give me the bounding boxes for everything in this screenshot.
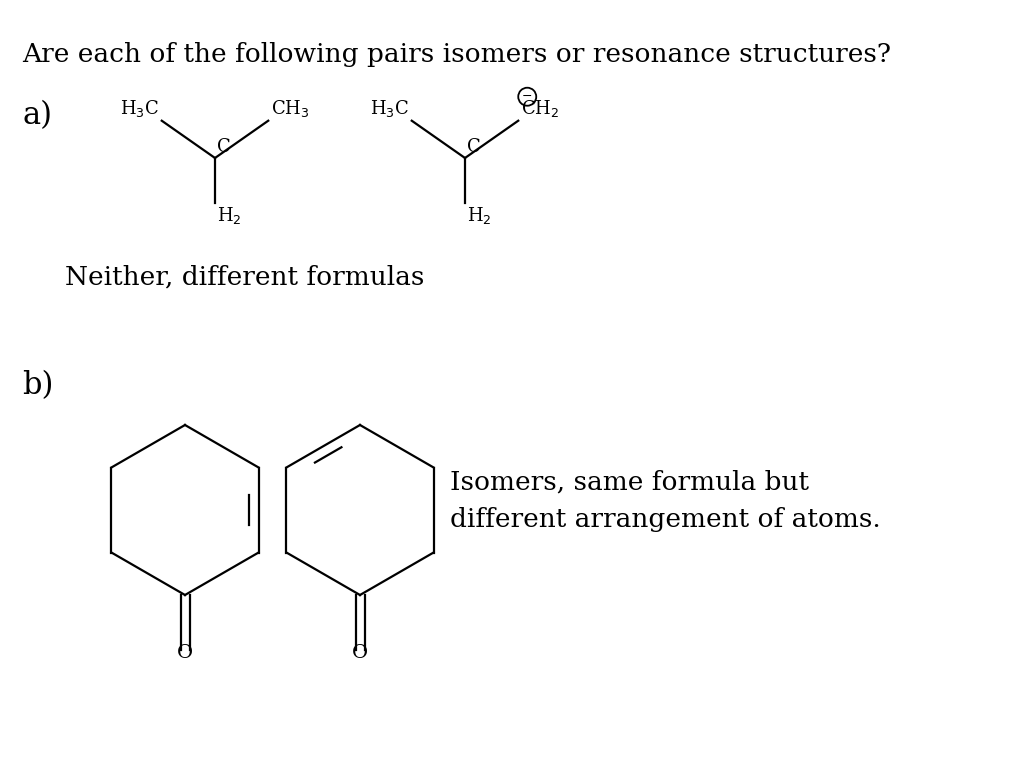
- Text: C: C: [467, 138, 480, 156]
- Text: CH$_2$: CH$_2$: [521, 98, 560, 119]
- Text: O: O: [177, 644, 194, 662]
- Text: CH$_3$: CH$_3$: [271, 98, 310, 119]
- Text: a): a): [22, 100, 52, 131]
- Text: H$_2$: H$_2$: [217, 205, 242, 226]
- Text: H$_3$C: H$_3$C: [370, 98, 409, 119]
- Text: H$_2$: H$_2$: [467, 205, 492, 226]
- Text: −: −: [522, 90, 532, 103]
- Text: Neither, different formulas: Neither, different formulas: [65, 265, 424, 290]
- Text: H$_3$C: H$_3$C: [120, 98, 159, 119]
- Text: Isomers, same formula but
different arrangement of atoms.: Isomers, same formula but different arra…: [450, 470, 881, 532]
- Text: C: C: [217, 138, 230, 156]
- Text: b): b): [22, 370, 53, 401]
- Text: Are each of the following pairs isomers or resonance structures?: Are each of the following pairs isomers …: [22, 42, 891, 67]
- Text: O: O: [352, 644, 368, 662]
